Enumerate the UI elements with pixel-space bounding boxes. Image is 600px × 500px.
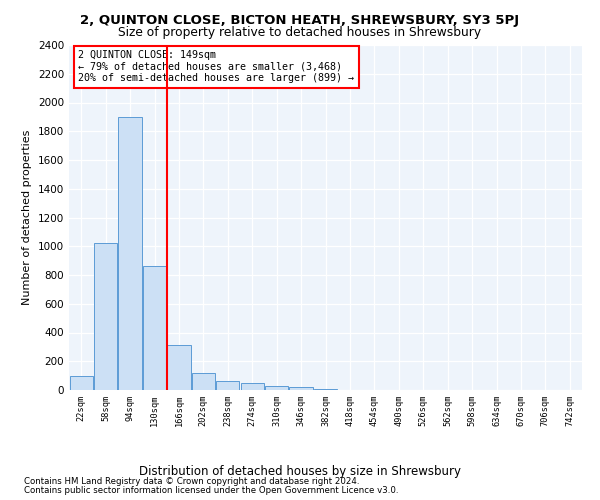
Bar bbox=[192, 373, 215, 390]
Text: Size of property relative to detached houses in Shrewsbury: Size of property relative to detached ho… bbox=[118, 26, 482, 39]
Text: Contains public sector information licensed under the Open Government Licence v3: Contains public sector information licen… bbox=[24, 486, 398, 495]
Text: 2, QUINTON CLOSE, BICTON HEATH, SHREWSBURY, SY3 5PJ: 2, QUINTON CLOSE, BICTON HEATH, SHREWSBU… bbox=[80, 14, 520, 27]
Text: 2 QUINTON CLOSE: 149sqm
← 79% of detached houses are smaller (3,468)
20% of semi: 2 QUINTON CLOSE: 149sqm ← 79% of detache… bbox=[78, 50, 354, 84]
Bar bbox=[241, 383, 264, 390]
Bar bbox=[143, 266, 166, 390]
Bar bbox=[118, 117, 142, 390]
Bar bbox=[167, 344, 191, 390]
Bar bbox=[289, 387, 313, 390]
Text: Distribution of detached houses by size in Shrewsbury: Distribution of detached houses by size … bbox=[139, 465, 461, 478]
Bar bbox=[70, 376, 93, 390]
Text: Contains HM Land Registry data © Crown copyright and database right 2024.: Contains HM Land Registry data © Crown c… bbox=[24, 478, 359, 486]
Bar bbox=[265, 386, 288, 390]
Bar bbox=[94, 244, 117, 390]
Bar bbox=[216, 382, 239, 390]
Y-axis label: Number of detached properties: Number of detached properties bbox=[22, 130, 32, 305]
